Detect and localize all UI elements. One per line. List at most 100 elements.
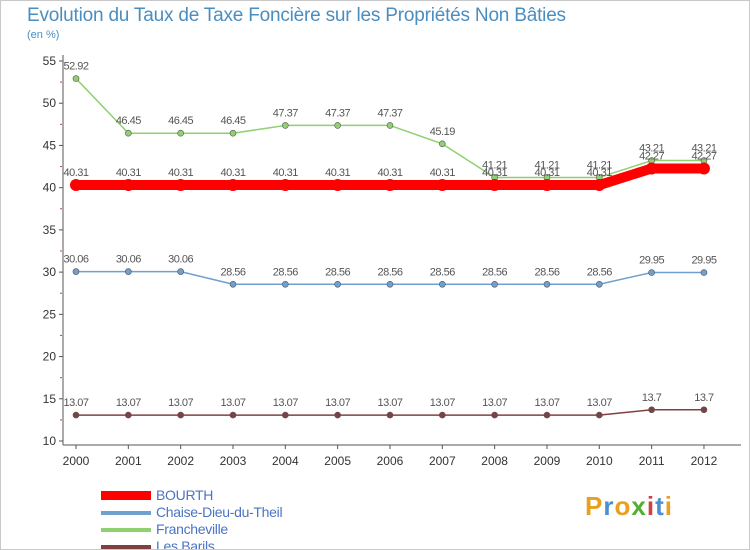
logo-letter: o bbox=[614, 491, 632, 521]
data-label: 40.31 bbox=[534, 167, 559, 179]
data-point bbox=[439, 280, 446, 288]
data-label: 40.31 bbox=[116, 167, 141, 179]
data-point bbox=[543, 280, 551, 288]
data-point bbox=[436, 179, 449, 192]
data-point bbox=[331, 179, 344, 192]
data-point bbox=[386, 280, 394, 288]
data-point bbox=[72, 268, 80, 275]
data-point bbox=[383, 179, 396, 192]
x-tick-label: 2002 bbox=[167, 454, 194, 468]
data-point bbox=[72, 411, 80, 419]
data-point bbox=[282, 411, 289, 419]
logo-letter: P bbox=[585, 491, 604, 521]
y-tick-label: 25 bbox=[43, 307, 57, 321]
data-point bbox=[72, 75, 80, 82]
data-label: 42.27 bbox=[691, 150, 716, 162]
data-label: 41.21 bbox=[482, 159, 507, 171]
data-label: 43.21 bbox=[639, 143, 664, 155]
data-point bbox=[177, 411, 184, 419]
data-label: 40.31 bbox=[377, 167, 402, 179]
chart-title: Evolution du Taux de Taxe Foncière sur l… bbox=[27, 5, 566, 26]
data-point bbox=[491, 411, 498, 419]
data-label: 13.07 bbox=[325, 397, 350, 409]
data-label: 13.07 bbox=[116, 397, 141, 409]
data-label: 40.31 bbox=[220, 167, 245, 179]
data-label: 28.56 bbox=[587, 266, 612, 278]
data-label: 47.37 bbox=[377, 107, 402, 119]
legend-swatch bbox=[101, 491, 151, 500]
data-label: 40.31 bbox=[430, 167, 455, 179]
data-label: 42.27 bbox=[639, 150, 664, 162]
data-label: 13.07 bbox=[587, 397, 612, 409]
data-label: 40.31 bbox=[482, 167, 507, 179]
data-point bbox=[595, 411, 603, 419]
data-label: 45.19 bbox=[430, 126, 455, 138]
data-point bbox=[595, 280, 603, 288]
data-label: 46.45 bbox=[220, 115, 245, 127]
data-label: 41.21 bbox=[587, 159, 612, 171]
y-tick-label: 30 bbox=[43, 265, 57, 279]
data-label: 28.56 bbox=[325, 266, 350, 278]
chart-subtitle: (en %) bbox=[27, 29, 60, 41]
data-point bbox=[386, 411, 394, 419]
data-point bbox=[491, 280, 498, 288]
data-label: 30.06 bbox=[63, 254, 88, 266]
logo-letter: t bbox=[655, 491, 665, 521]
data-label: 30.06 bbox=[116, 254, 141, 266]
x-tick-label: 2007 bbox=[429, 454, 456, 468]
y-tick-label: 35 bbox=[43, 223, 57, 237]
data-point bbox=[125, 268, 132, 275]
data-label: 28.56 bbox=[430, 266, 455, 278]
x-tick-label: 2010 bbox=[586, 454, 613, 468]
data-label: 29.95 bbox=[691, 255, 716, 267]
data-point bbox=[386, 122, 394, 129]
y-tick-label: 40 bbox=[43, 181, 57, 195]
y-tick-label: 55 bbox=[43, 54, 57, 68]
data-label: 46.45 bbox=[116, 115, 141, 127]
legend-item: BOURTH bbox=[101, 487, 361, 504]
data-point bbox=[439, 411, 446, 419]
data-label: 28.56 bbox=[534, 266, 559, 278]
data-label: 13.07 bbox=[534, 397, 559, 409]
data-point bbox=[648, 269, 655, 276]
x-tick-label: 2009 bbox=[534, 454, 561, 468]
y-tick-label: 10 bbox=[43, 434, 57, 448]
logo-letter: x bbox=[631, 491, 647, 521]
data-label: 28.56 bbox=[273, 266, 298, 278]
data-label: 47.37 bbox=[273, 107, 298, 119]
data-label: 13.07 bbox=[63, 397, 88, 409]
data-label: 13.07 bbox=[168, 397, 193, 409]
logo-letter: r bbox=[603, 491, 615, 521]
data-point bbox=[697, 162, 710, 175]
x-tick-label: 2011 bbox=[639, 454, 665, 468]
data-label: 28.56 bbox=[377, 266, 402, 278]
data-point bbox=[593, 179, 606, 192]
legend-item: Chaise-Dieu-du-Theil bbox=[101, 504, 361, 521]
legend: BOURTH Chaise-Dieu-du-Theil Francheville Le… bbox=[101, 487, 361, 549]
x-tick-label: 2003 bbox=[220, 454, 247, 468]
data-label: 28.56 bbox=[220, 266, 245, 278]
data-label: 47.37 bbox=[325, 107, 350, 119]
data-point bbox=[334, 280, 341, 288]
data-label: 30.06 bbox=[168, 254, 193, 266]
legend-swatch bbox=[101, 545, 151, 549]
x-tick-label: 2001 bbox=[115, 454, 142, 468]
data-label: 40.31 bbox=[587, 167, 612, 179]
data-point bbox=[229, 129, 237, 137]
data-point bbox=[648, 406, 655, 414]
data-label: 13.07 bbox=[430, 397, 455, 409]
data-label: 13.07 bbox=[377, 397, 402, 409]
y-tick-label: 20 bbox=[43, 350, 57, 364]
data-point bbox=[543, 411, 551, 419]
data-point bbox=[174, 179, 187, 192]
data-label: 28.56 bbox=[482, 266, 507, 278]
legend-item: Les Barils bbox=[101, 538, 361, 549]
x-tick-label: 2008 bbox=[481, 454, 508, 468]
data-label: 43.21 bbox=[691, 143, 716, 155]
data-point bbox=[439, 140, 446, 148]
x-tick-label: 2006 bbox=[377, 454, 404, 468]
data-point bbox=[700, 406, 708, 414]
data-point bbox=[488, 179, 501, 192]
